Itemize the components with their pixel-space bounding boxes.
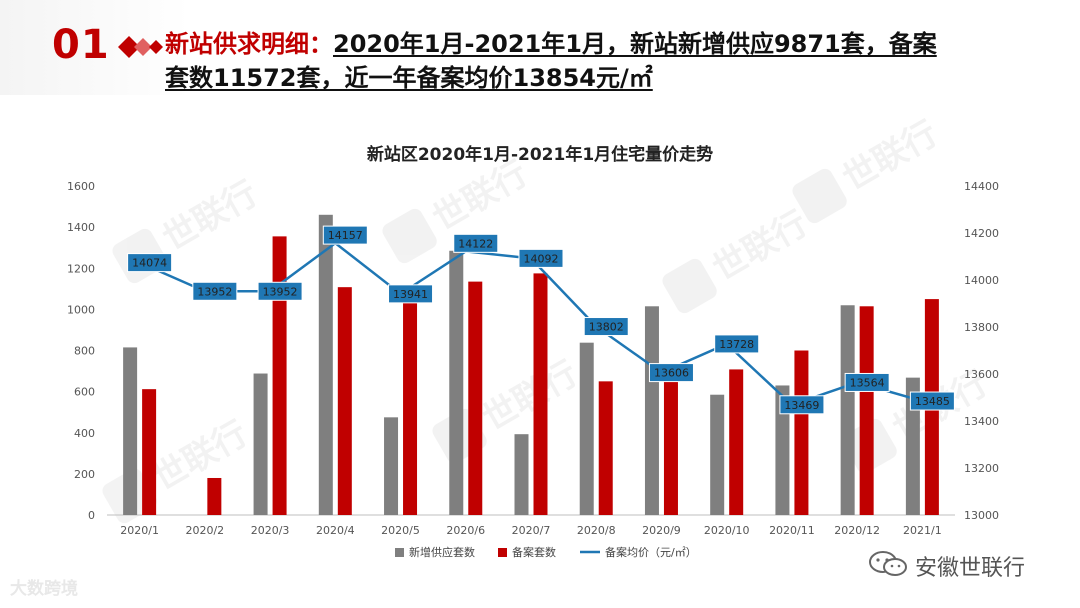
price-data-label: 14092 — [524, 252, 559, 265]
watermark-text: 世联行 — [426, 154, 534, 240]
supply-bar — [841, 305, 855, 515]
price-data-label: 13941 — [393, 288, 428, 301]
supply-bar — [645, 306, 659, 515]
supply-bar — [710, 395, 724, 515]
price-data-label: 13728 — [719, 338, 754, 351]
y-right-tick-label: 13600 — [964, 368, 999, 381]
price-data-label: 13469 — [784, 399, 819, 412]
watermark-mark: 世联行 — [660, 201, 815, 316]
y-left-tick-label: 1200 — [67, 262, 95, 275]
y-right-tick-label: 13400 — [964, 415, 999, 428]
record-bar — [273, 236, 287, 515]
record-bar — [207, 478, 221, 515]
watermark-mark: 世联行 — [790, 111, 945, 226]
watermark-text: 世联行 — [156, 174, 264, 260]
price-data-label: 14157 — [328, 229, 363, 242]
supply-bar — [515, 434, 529, 515]
supply-bar — [254, 374, 268, 515]
legend-swatch — [498, 548, 507, 557]
x-tick-label: 2020/8 — [577, 524, 616, 537]
price-data-label: 13606 — [654, 367, 689, 380]
price-data-label: 13485 — [915, 395, 950, 408]
y-right-tick-label: 13000 — [964, 509, 999, 522]
record-bar — [403, 295, 417, 515]
legend-supply: 新增供应套数 — [395, 545, 475, 559]
x-tick-label: 2020/9 — [642, 524, 681, 537]
y-right-tick-label: 14000 — [964, 274, 999, 287]
supply-bar — [580, 343, 594, 515]
supply-bar — [449, 251, 463, 515]
price-data-label: 13952 — [197, 285, 232, 298]
y-right-tick-label: 14200 — [964, 227, 999, 240]
x-tick-label: 2020/3 — [251, 524, 290, 537]
record-bar — [860, 306, 874, 515]
record-bar — [534, 273, 548, 515]
record-bar — [468, 282, 482, 515]
record-bar — [794, 351, 808, 516]
legend-price: 备案均价（元/㎡） — [580, 545, 697, 559]
wechat-account-name: 安徽世联行 — [915, 550, 1025, 582]
price-data-label: 13802 — [589, 321, 624, 334]
x-tick-label: 2020/4 — [316, 524, 355, 537]
y-left-tick-label: 1000 — [67, 303, 95, 316]
x-tick-label: 2020/10 — [704, 524, 750, 537]
x-tick-label: 2020/12 — [834, 524, 880, 537]
price-data-label: 14074 — [132, 257, 167, 270]
watermark-text: 世联行 — [476, 354, 584, 440]
watermark-logo-icon — [380, 206, 440, 266]
supply-bar — [384, 417, 398, 515]
y-right-tick-label: 13800 — [964, 321, 999, 334]
chart-legend: 新增供应套数 备案套数 备案均价（元/㎡） — [395, 545, 697, 559]
y-left-tick-label: 1600 — [67, 180, 95, 193]
y-left-tick-label: 800 — [74, 345, 95, 358]
supply-bar — [319, 215, 333, 515]
y-left-tick-label: 1400 — [67, 221, 95, 234]
watermark-text: 世联行 — [146, 414, 254, 500]
wechat-icon — [868, 550, 908, 578]
y-right-tick-label: 14400 — [964, 180, 999, 193]
record-bar — [664, 373, 678, 515]
legend-label: 新增供应套数 — [409, 545, 475, 559]
record-bar — [599, 381, 613, 515]
legend-swatch — [395, 548, 404, 557]
x-tick-label: 2020/7 — [512, 524, 551, 537]
record-bar — [338, 287, 352, 515]
watermark-logo-icon — [660, 256, 720, 316]
watermark-text: 世联行 — [706, 204, 814, 290]
source-logo: 大数跨境 — [10, 574, 78, 599]
watermark-mark: 世联行 — [100, 411, 255, 526]
watermark-text: 世联行 — [836, 114, 944, 200]
x-tick-label: 2020/6 — [446, 524, 485, 537]
price-data-label: 13564 — [850, 376, 885, 389]
x-tick-label: 2020/11 — [769, 524, 815, 537]
y-left-tick-label: 200 — [74, 468, 95, 481]
y-left-tick-label: 400 — [74, 427, 95, 440]
price-data-label: 14122 — [458, 237, 493, 250]
x-tick-label: 2020/5 — [381, 524, 420, 537]
x-tick-label: 2021/1 — [903, 524, 942, 537]
y-left-tick-label: 600 — [74, 386, 95, 399]
y-left-tick-label: 0 — [88, 509, 95, 522]
y-right-tick-label: 13200 — [964, 462, 999, 475]
legend-label: 备案套数 — [512, 545, 556, 559]
x-tick-label: 2020/1 — [120, 524, 159, 537]
price-data-label: 13952 — [263, 285, 298, 298]
legend-record: 备案套数 — [498, 545, 556, 559]
legend-label: 备案均价（元/㎡） — [605, 545, 697, 559]
record-bar — [729, 369, 743, 515]
record-bar — [142, 389, 156, 515]
supply-bar — [123, 347, 137, 515]
x-tick-label: 2020/2 — [185, 524, 224, 537]
